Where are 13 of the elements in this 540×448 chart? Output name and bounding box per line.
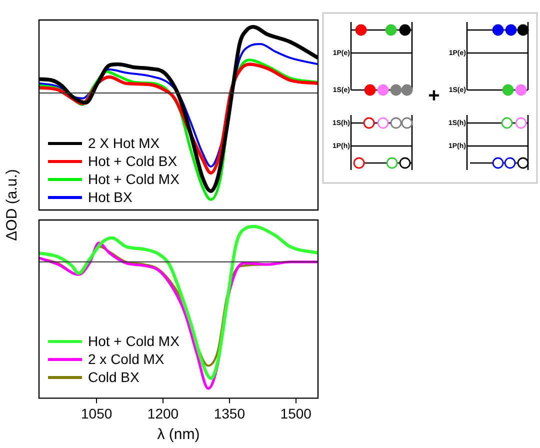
legend-label: Hot + Cold MX: [88, 170, 180, 188]
legend-label: 2 X Hot MX: [88, 134, 160, 152]
legend-label: Hot + Cold BX: [88, 152, 178, 170]
x-tick-label: 1350: [214, 405, 246, 422]
x-axis-title: λ (nm): [157, 426, 200, 444]
legend-label: 2 x Cold MX: [88, 350, 164, 368]
y-axis-title: ΔOD (a.u.): [4, 169, 20, 241]
x-tick-label: 1050: [80, 405, 112, 422]
x-tick-label: 1500: [280, 405, 312, 422]
legend-label: Hot BX: [88, 188, 132, 206]
legend-label: Cold BX: [88, 368, 140, 386]
legend-label: Hot + Cold MX: [88, 332, 180, 350]
x-tick-label: 1200: [147, 405, 179, 422]
